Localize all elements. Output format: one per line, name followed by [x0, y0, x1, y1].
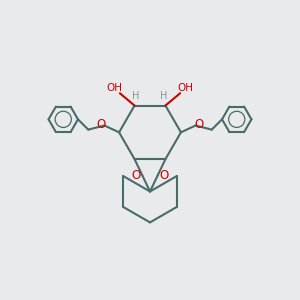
- Text: H: H: [132, 91, 140, 101]
- Text: OH: OH: [177, 83, 194, 93]
- Text: O: O: [160, 169, 169, 182]
- Text: OH: OH: [106, 83, 123, 93]
- Text: O: O: [194, 118, 204, 130]
- Text: O: O: [131, 169, 140, 182]
- Text: O: O: [96, 118, 106, 130]
- Text: H: H: [160, 91, 168, 101]
